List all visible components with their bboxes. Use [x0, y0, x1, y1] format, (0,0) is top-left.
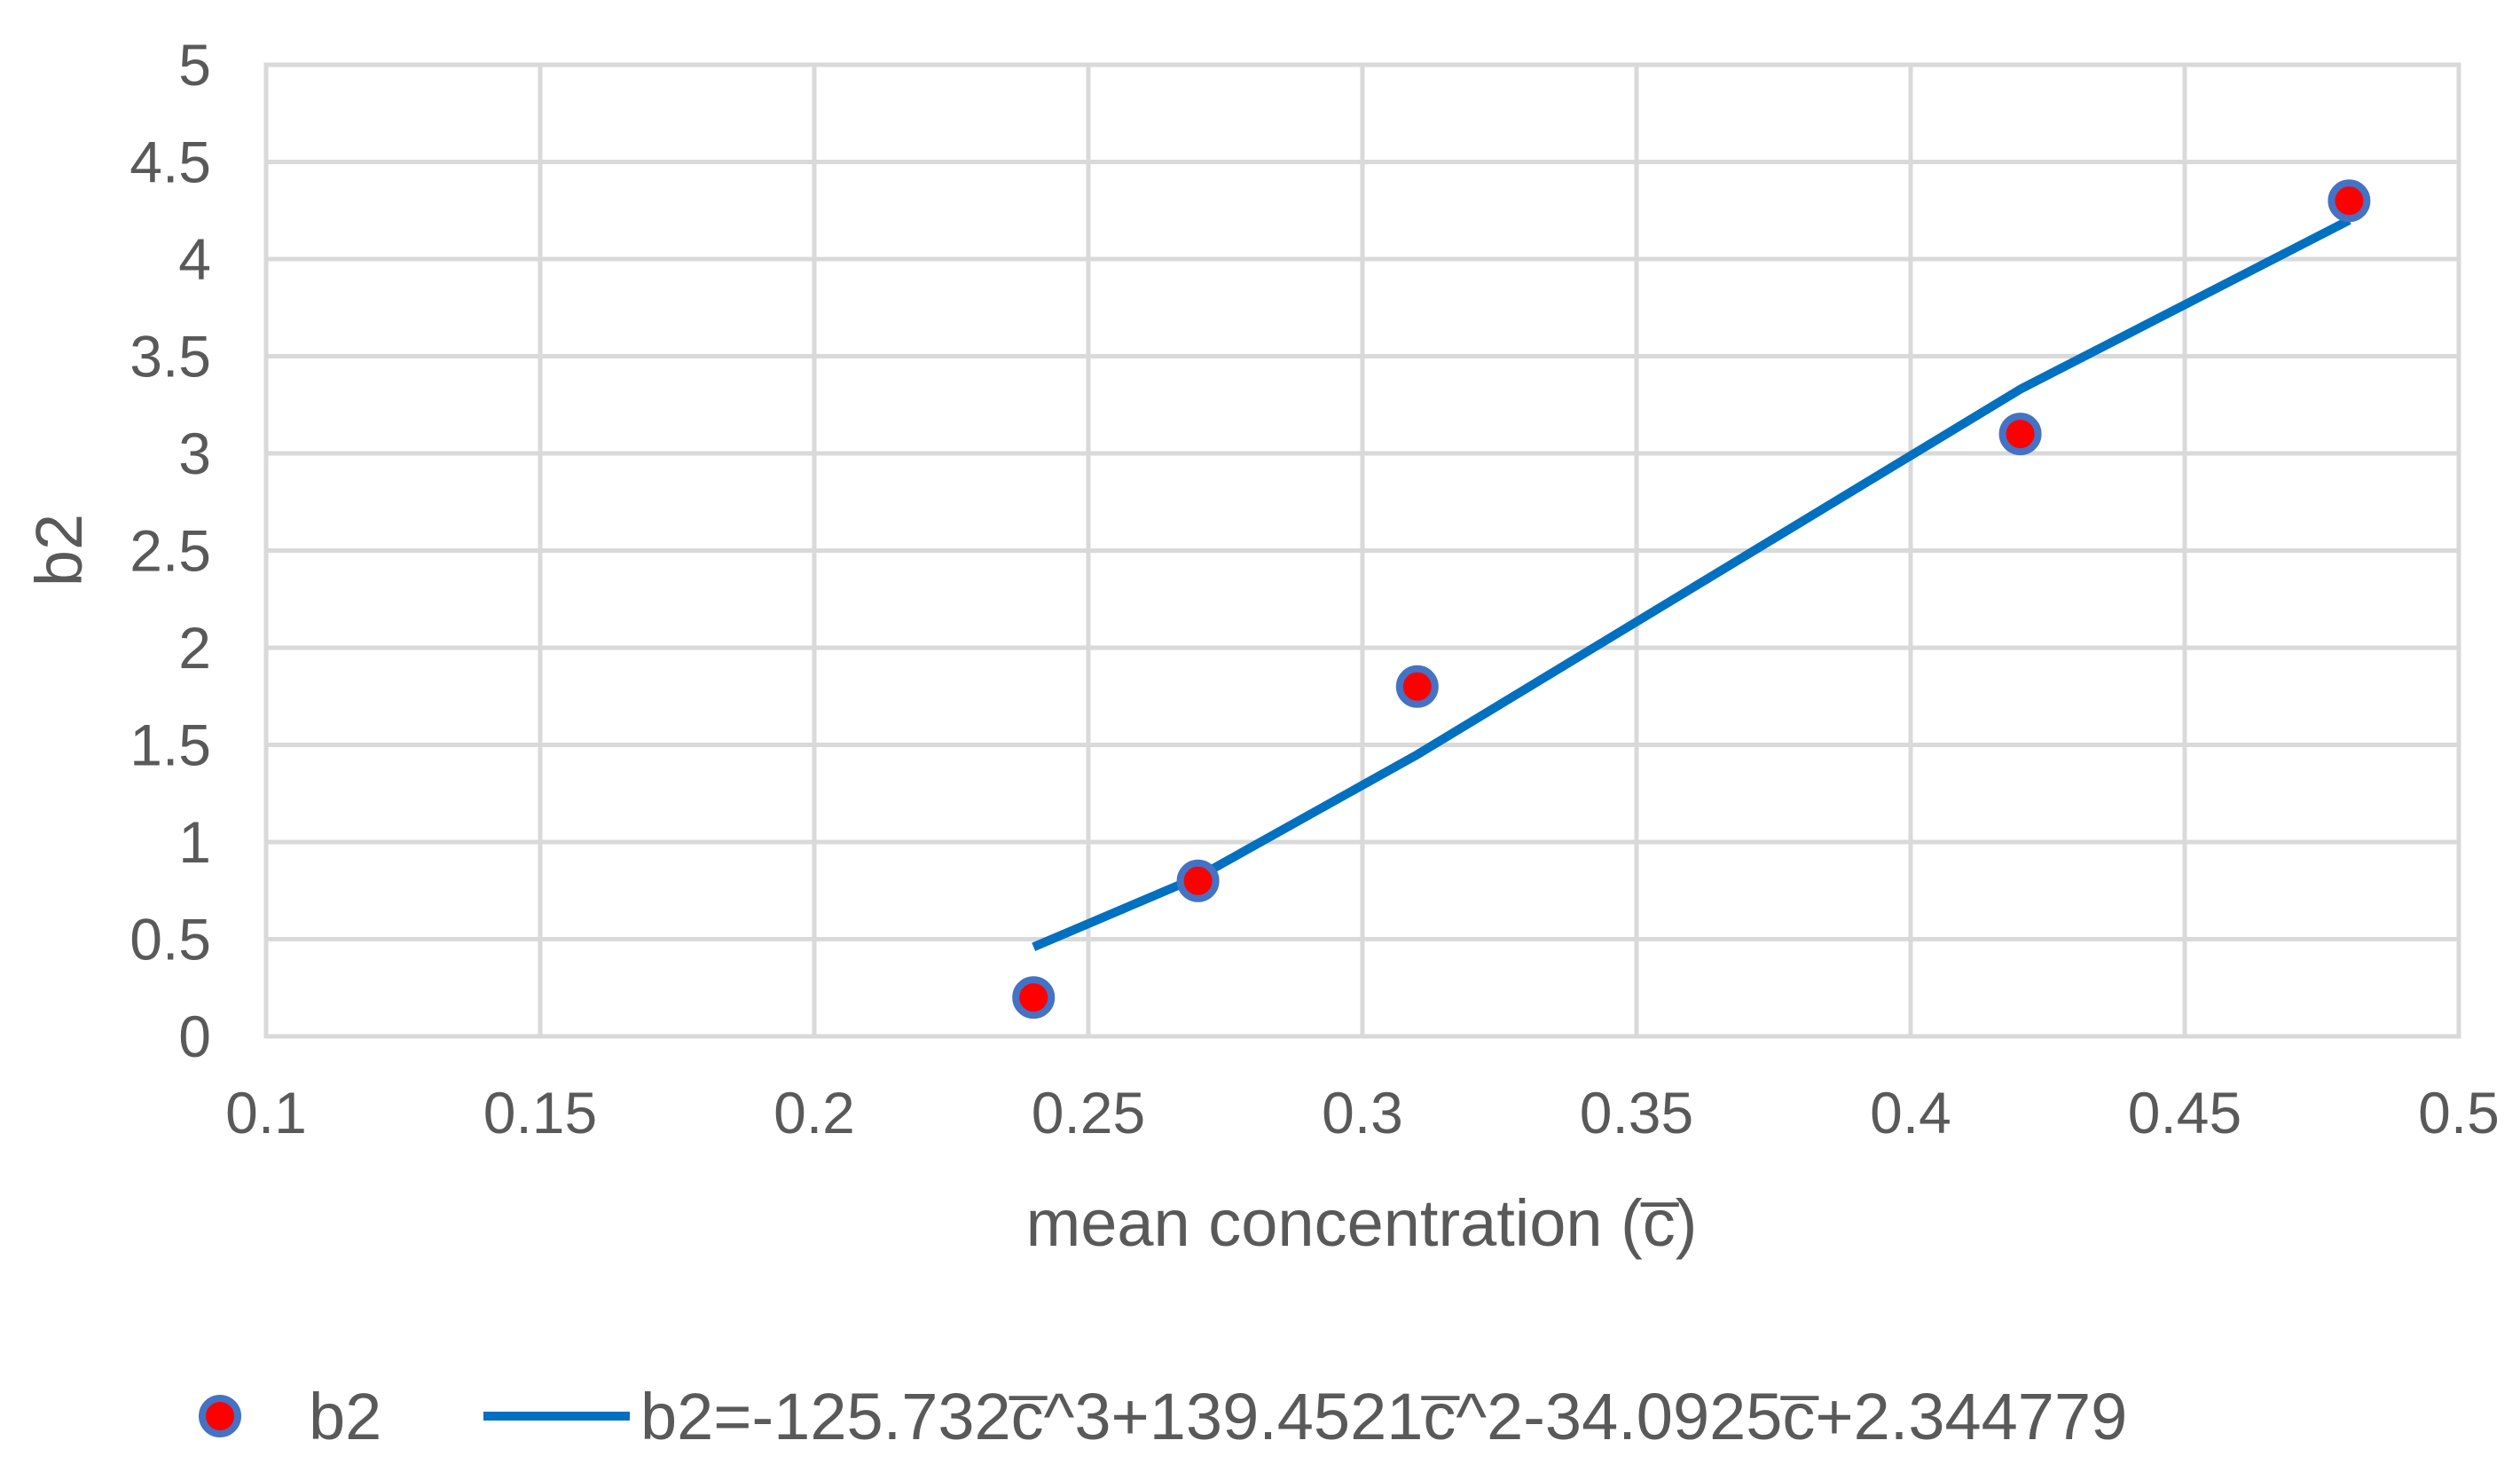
y-tick-label: 0 — [178, 1004, 211, 1069]
x-tick-label: 0.5 — [2418, 1080, 2500, 1145]
x-tick-label: 0.2 — [773, 1080, 855, 1145]
y-tick-label: 4 — [178, 226, 211, 292]
x-tick-label: 0.3 — [1322, 1080, 1403, 1145]
y-tick-label: 2.5 — [130, 518, 211, 584]
x-axis-tick-labels: 0.1 0.15 0.2 0.25 0.3 0.35 0.4 0.45 0.5 — [225, 1080, 2500, 1145]
y-tick-label: 5 — [178, 32, 211, 98]
x-tick-label: 0.15 — [483, 1080, 597, 1145]
data-point — [1395, 665, 1439, 708]
x-tick-label: 0.4 — [1870, 1080, 1951, 1145]
x-tick-label: 0.1 — [225, 1080, 307, 1145]
y-tick-label: 3 — [178, 421, 211, 486]
series-layer — [1012, 179, 2371, 1019]
y-axis-title: b2 — [22, 514, 96, 586]
x-tick-label: 0.45 — [2128, 1080, 2241, 1145]
x-axis-title: mean concentration (c̅) — [1026, 1186, 1698, 1260]
legend: b2 b2=-125.732c̅^3+139.4521c̅^2-34.0925c… — [199, 1380, 2127, 1453]
horizontal-gridlines — [266, 62, 2459, 1039]
y-tick-label: 0.5 — [130, 907, 211, 972]
y-tick-label: 4.5 — [130, 130, 211, 195]
x-tick-label: 0.35 — [1580, 1080, 1693, 1145]
legend-label-fit: b2=-125.732c̅^3+139.4521c̅^2-34.0925c̅+2… — [640, 1380, 2127, 1453]
legend-marker-b2 — [199, 1395, 241, 1437]
data-point — [1176, 859, 1220, 902]
data-point — [1998, 413, 2042, 456]
y-tick-label: 2 — [178, 615, 211, 681]
y-tick-label: 1.5 — [130, 712, 211, 778]
x-tick-label: 0.25 — [1032, 1080, 1145, 1145]
y-tick-label: 3.5 — [130, 324, 211, 390]
y-axis-tick-labels: 0 0.5 1 1.5 2 2.5 3 3.5 4 4.5 5 — [130, 32, 211, 1069]
data-point — [2328, 179, 2371, 223]
plot-area-frame — [263, 62, 2461, 1039]
y-tick-label: 1 — [178, 809, 211, 875]
data-point — [1012, 976, 1056, 1019]
legend-label-b2: b2 — [309, 1380, 381, 1453]
trendline — [1032, 216, 2351, 951]
